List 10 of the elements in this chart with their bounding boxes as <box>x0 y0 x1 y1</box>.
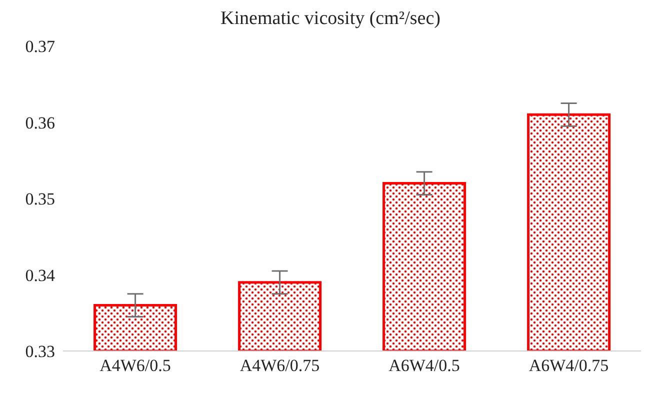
x-tick-label: A6W4/0.5 <box>388 356 460 376</box>
x-tick-label: A4W6/0.5 <box>100 356 171 376</box>
x-tick-label: A6W4/0.75 <box>528 356 609 376</box>
x-tick-label: A4W6/0.75 <box>240 356 320 376</box>
y-tick-label: 0.37 <box>25 37 56 56</box>
chart-title: Kinematic vicosity (cm²/sec) <box>220 8 442 31</box>
y-tick-label: 0.35 <box>25 190 55 209</box>
y-tick-label: 0.33 <box>25 342 55 362</box>
y-tick-label: 0.36 <box>25 113 55 132</box>
y-tick-label: 0.34 <box>25 266 56 285</box>
